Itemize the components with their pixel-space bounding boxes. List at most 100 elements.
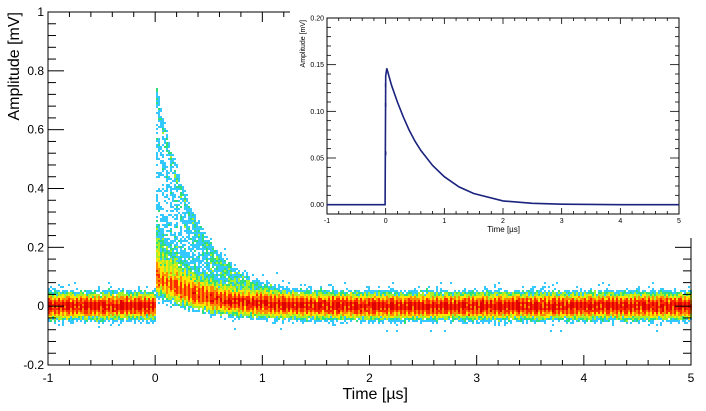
heatmap-cell [224, 296, 226, 298]
heatmap-cell [638, 298, 640, 300]
heatmap-cell [70, 298, 72, 300]
heatmap-cell [494, 286, 496, 288]
heatmap-cell [570, 294, 572, 296]
heatmap-cell [564, 294, 566, 296]
heatmap-cell [232, 290, 234, 292]
heatmap-cell [48, 294, 50, 296]
heatmap-cell [242, 276, 244, 278]
heatmap-cell [152, 294, 154, 296]
heatmap-cell [180, 302, 182, 304]
heatmap-cell [154, 306, 156, 308]
heatmap-cell [626, 304, 628, 306]
heatmap-cell [424, 310, 426, 312]
heatmap-cell [482, 308, 484, 310]
heatmap-cell [194, 260, 196, 262]
heatmap-cell [444, 292, 446, 294]
heatmap-cell [194, 288, 196, 290]
heatmap-cell [686, 296, 688, 298]
heatmap-cell [202, 294, 204, 296]
heatmap-cell [332, 308, 334, 310]
heatmap-cell [610, 294, 612, 296]
heatmap-cell [92, 306, 94, 308]
heatmap-cell [274, 296, 276, 298]
heatmap-cell [224, 300, 226, 302]
heatmap-cell [318, 310, 320, 312]
heatmap-cell [542, 298, 544, 300]
heatmap-cell [552, 304, 554, 306]
heatmap-cell [502, 292, 504, 294]
heatmap-cell [536, 306, 538, 308]
heatmap-cell [340, 308, 342, 310]
heatmap-cell [346, 302, 348, 304]
heatmap-cell [588, 304, 590, 306]
heatmap-cell [606, 302, 608, 304]
heatmap-cell [232, 310, 234, 312]
heatmap-cell [190, 248, 192, 250]
heatmap-cell [204, 286, 206, 288]
heatmap-cell [112, 310, 114, 312]
heatmap-cell [532, 290, 534, 292]
heatmap-cell [266, 290, 268, 292]
heatmap-cell [616, 294, 618, 296]
heatmap-cell [278, 296, 280, 298]
heatmap-cell [406, 304, 408, 306]
heatmap-cell [486, 304, 488, 306]
heatmap-cell [422, 294, 424, 296]
heatmap-cell [682, 302, 684, 304]
heatmap-cell [72, 292, 74, 294]
heatmap-cell [670, 290, 672, 292]
heatmap-cell [420, 294, 422, 296]
heatmap-cell [78, 298, 80, 300]
heatmap-cell [206, 292, 208, 294]
heatmap-cell [230, 262, 232, 264]
heatmap-cell [518, 302, 520, 304]
heatmap-cell [240, 308, 242, 310]
heatmap-cell [482, 298, 484, 300]
heatmap-cell [428, 294, 430, 296]
heatmap-cell [378, 294, 380, 296]
heatmap-cell [682, 304, 684, 306]
heatmap-cell [314, 304, 316, 306]
heatmap-cell [190, 304, 192, 306]
heatmap-cell [206, 258, 208, 260]
heatmap-cell [528, 300, 530, 302]
heatmap-cell [548, 300, 550, 302]
heatmap-cell [188, 202, 190, 204]
heatmap-cell [386, 294, 388, 296]
heatmap-cell [308, 286, 310, 288]
heatmap-cell [584, 296, 586, 298]
heatmap-cell [638, 286, 640, 288]
heatmap-cell [462, 296, 464, 298]
heatmap-cell [208, 270, 210, 272]
heatmap-cell [566, 308, 568, 310]
heatmap-cell [186, 222, 188, 224]
heatmap-cell [592, 292, 594, 294]
heatmap-cell [296, 290, 298, 292]
heatmap-cell [508, 292, 510, 294]
heatmap-cell [184, 282, 186, 284]
heatmap-cell [154, 290, 156, 292]
heatmap-cell [304, 304, 306, 306]
heatmap-cell [430, 300, 432, 302]
heatmap-cell [192, 252, 194, 254]
heatmap-cell [516, 292, 518, 294]
heatmap-cell [226, 294, 228, 296]
heatmap-cell [550, 302, 552, 304]
heatmap-cell [634, 304, 636, 306]
heatmap-cell [196, 240, 198, 242]
heatmap-cell [570, 300, 572, 302]
heatmap-cell [156, 92, 158, 94]
heatmap-cell [390, 310, 392, 312]
heatmap-cell [382, 308, 384, 310]
heatmap-cell [628, 306, 630, 308]
heatmap-cell [450, 282, 452, 284]
heatmap-cell [562, 306, 564, 308]
heatmap-cell [80, 290, 82, 292]
heatmap-cell [492, 308, 494, 310]
heatmap-cell [170, 246, 172, 248]
heatmap-cell [646, 302, 648, 304]
heatmap-cell [664, 290, 666, 292]
heatmap-cell [170, 240, 172, 242]
heatmap-cell [368, 286, 370, 288]
heatmap-cell [214, 302, 216, 304]
